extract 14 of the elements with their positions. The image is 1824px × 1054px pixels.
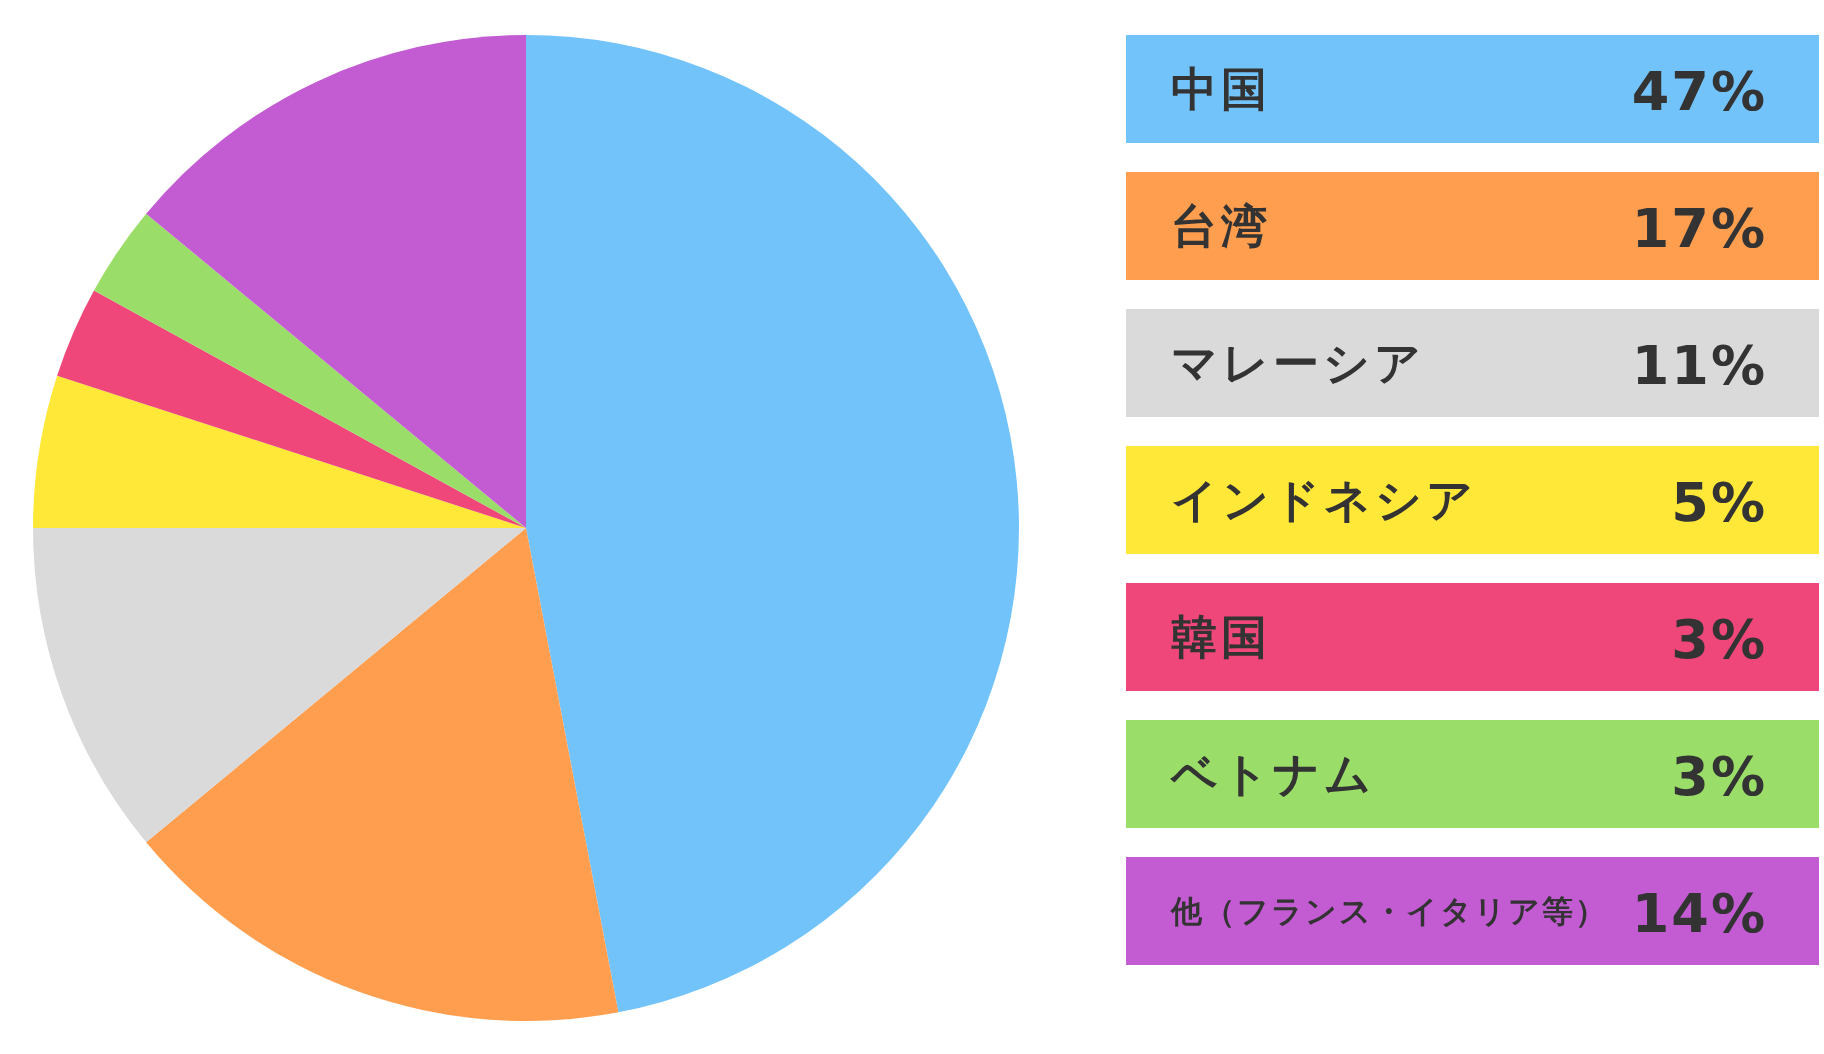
legend-label: 他（フランス・イタリア等） bbox=[1170, 893, 1608, 929]
data-label: 14% bbox=[1631, 881, 1767, 945]
data-label: 3% bbox=[1671, 744, 1767, 808]
legend-label: 中国 bbox=[1171, 62, 1271, 116]
legend-label: 韓国 bbox=[1171, 610, 1271, 664]
data-label: 5% bbox=[1671, 470, 1767, 534]
legend-label: 台湾 bbox=[1171, 199, 1271, 253]
legend-label: インドネシア bbox=[1171, 473, 1477, 527]
legend-label: マレーシア bbox=[1171, 336, 1425, 390]
data-label: 11% bbox=[1631, 333, 1767, 397]
data-label: 3% bbox=[1671, 607, 1767, 671]
data-label: 47% bbox=[1631, 59, 1767, 123]
data-label: 17% bbox=[1631, 196, 1767, 260]
legend-label: ベトナム bbox=[1170, 747, 1375, 801]
